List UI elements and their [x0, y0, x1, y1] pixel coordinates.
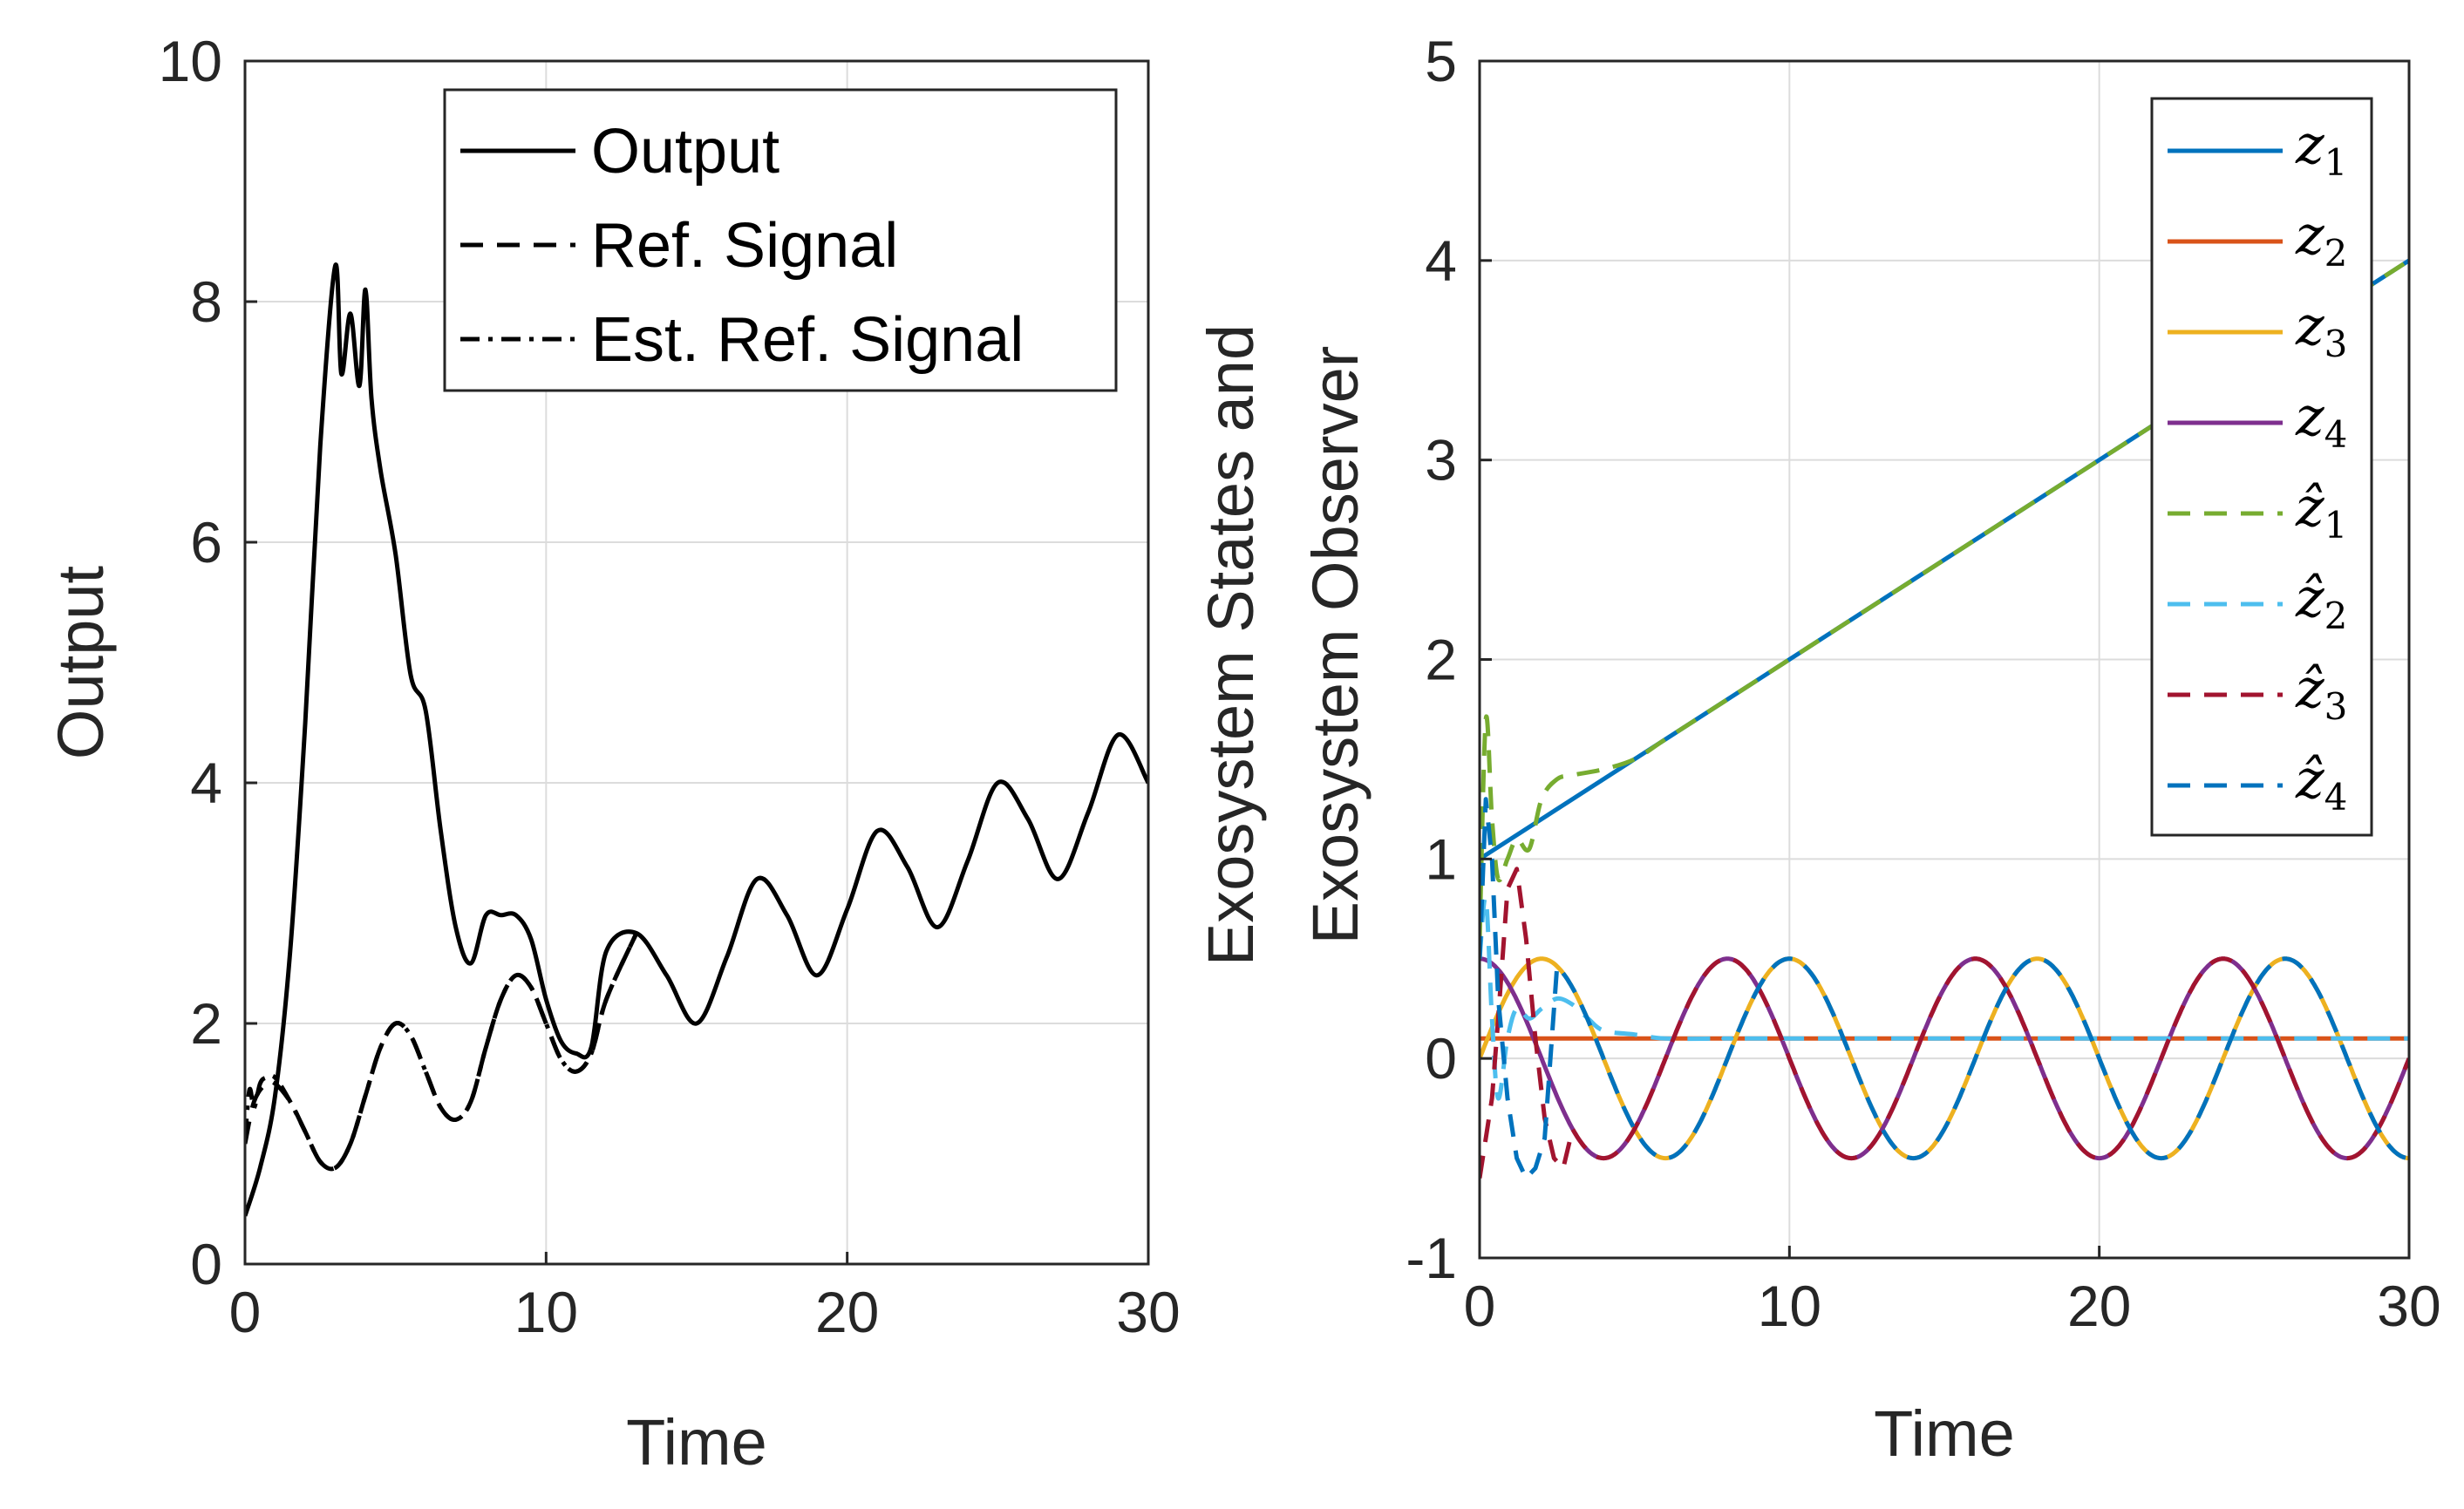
right-series-group	[1480, 258, 2409, 1180]
right-x-axis-label: Time	[1874, 1397, 2015, 1470]
right-legend-label: ẑ2	[2295, 566, 2347, 637]
right-legend-label: z2	[2295, 203, 2347, 275]
legend-symbol: ẑ	[2295, 656, 2324, 720]
left-legend-label: Est. Ref. Signal	[591, 305, 1024, 375]
right-legend-label: z4	[2295, 384, 2347, 456]
y-tick-label: 0	[190, 1232, 222, 1296]
series-line-output	[245, 262, 1148, 1217]
series-line-ref-signal	[245, 932, 639, 1172]
y-tick-label: 6	[190, 510, 222, 574]
series-line-zhat2	[1480, 895, 2409, 1101]
legend-symbol: z	[2295, 112, 2324, 176]
x-tick-label: 30	[1116, 1280, 1180, 1344]
y-tick-label: -1	[1406, 1226, 1457, 1290]
left-ticks: 0 10 20 30 0 2 4 6 8 10	[159, 29, 1181, 1344]
legend-symbol: z	[2295, 294, 2324, 357]
series-line-zhat4	[1480, 797, 2409, 1180]
y-tick-label: 8	[190, 269, 222, 334]
series-line-est-ref-signal	[245, 932, 639, 1172]
x-tick-label: 20	[815, 1280, 879, 1344]
right-legend-label: ẑ3	[2295, 656, 2347, 728]
legend-subscript: 2	[2324, 595, 2348, 637]
legend-subscript: 1	[2324, 504, 2348, 547]
left-plot-frame	[243, 59, 1150, 1266]
y-tick-label: 0	[1425, 1026, 1457, 1091]
y-tick-label: 4	[1425, 228, 1457, 293]
right-legend-box	[2150, 97, 2373, 837]
x-tick-label: 30	[2377, 1274, 2440, 1338]
legend-symbol: ẑ	[2295, 475, 2324, 539]
legend-symbol: ẑ	[2295, 566, 2324, 629]
left-legend-label: Output	[591, 117, 779, 187]
right-y-axis-label-line-2: Exosystem Observer	[1299, 346, 1372, 945]
x-tick-label: 0	[229, 1280, 262, 1344]
legend-subscript: 3	[2324, 323, 2348, 365]
left-legend: Output Ref. Signal Est. Ref. Signal	[443, 88, 1118, 392]
legend-symbol: z	[2295, 384, 2324, 448]
legend-symbol: z	[2295, 203, 2324, 267]
legend-symbol: ẑ	[2295, 747, 2324, 811]
x-tick-label: 20	[2067, 1274, 2131, 1338]
right-legend-label: ẑ4	[2295, 747, 2347, 819]
right-legend-label: z1	[2295, 112, 2347, 184]
left-x-axis-label: Time	[626, 1406, 767, 1478]
left-y-axis-label: Output	[44, 565, 117, 759]
right-y-axis-label-line-1: Exosystem States and	[1195, 324, 1267, 966]
y-tick-label: 4	[190, 751, 222, 815]
legend-subscript: 4	[2324, 413, 2348, 456]
y-tick-label: 3	[1425, 428, 1457, 493]
legend-subscript: 2	[2324, 232, 2348, 275]
y-tick-label: 2	[1425, 628, 1457, 692]
left-series-group	[245, 262, 1148, 1217]
right-legend-label: ẑ1	[2295, 475, 2347, 547]
y-tick-label: 2	[190, 991, 222, 1056]
left-legend-label: Ref. Signal	[591, 211, 898, 281]
legend-subscript: 1	[2324, 141, 2348, 184]
right-legend-label: z3	[2295, 294, 2347, 365]
legend-subscript: 4	[2324, 776, 2348, 819]
series-line-zhat3	[1480, 867, 2409, 1179]
y-tick-label: 5	[1425, 29, 1457, 93]
y-tick-label: 1	[1425, 826, 1457, 891]
x-tick-label: 10	[1758, 1274, 1821, 1338]
y-tick-label: 10	[159, 29, 222, 93]
legend-subscript: 3	[2324, 685, 2348, 728]
left-chart-panel: 0 10 20 30 0 2 4 6 8 10 Time Output Output Ref. Si…	[44, 29, 1181, 1478]
x-tick-label: 10	[514, 1280, 578, 1344]
x-tick-label: 0	[1464, 1274, 1496, 1338]
